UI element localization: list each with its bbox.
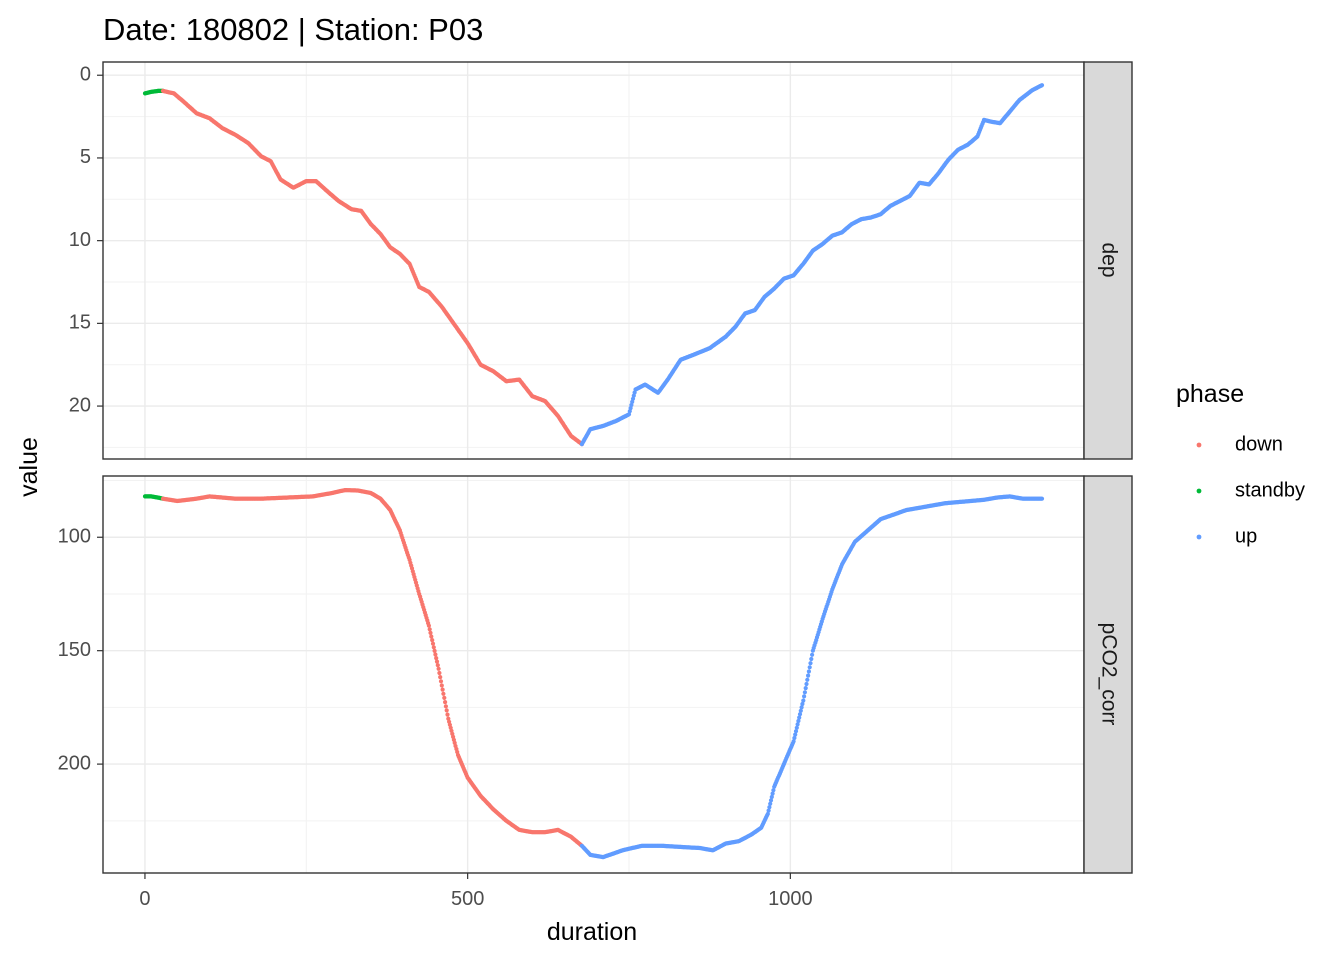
data-point-down [426,623,431,628]
x-axis-title: duration [547,918,637,946]
legend-key-down [1196,442,1202,448]
panel-background [103,62,1084,459]
data-point-up [793,729,799,734]
x-tick-label: 1000 [768,888,813,910]
data-point-down [435,663,440,668]
x-axis-ticks: 0 500 1000 [139,873,813,910]
grid-lines [103,62,1084,459]
data-point-up [799,705,804,710]
data-point-up [810,652,815,657]
data-point-down [442,695,447,701]
data-point-down [443,704,448,709]
y-tick-label: 200 [58,752,91,774]
legend-label-standby: standby [1235,479,1305,501]
data-point-up [795,722,800,727]
data-point-down [439,683,444,688]
data-point-down [443,700,448,705]
y-axis-ticks: 100 150 200 [58,526,103,774]
y-tick-label: 5 [80,146,91,168]
data-point-up [769,794,774,800]
data-point-down [429,634,434,639]
data-point-up [797,712,803,717]
y-tick-label: 0 [80,64,91,86]
facet-strip [1083,475,1133,874]
y-axis-ticks: 0 5 10 15 20 [69,64,103,416]
data-point-up [793,732,798,737]
data-point-up [800,701,805,707]
data-point-down [437,670,442,676]
data-point-up [765,811,770,817]
data-points [142,83,1045,447]
y-tick-label: 10 [69,229,91,251]
panel-pco2-corr: 100 150 200 pCO2_corr [58,475,1133,874]
data-point-up [1039,496,1045,501]
data-point-down [445,712,450,717]
data-point-down [444,708,449,713]
data-point-up [803,686,808,691]
grid-lines [103,476,1084,873]
data-points [142,488,1045,860]
data-point-down [433,652,438,657]
data-point-down [434,656,439,661]
data-point-up [767,805,772,810]
data-point-down [434,659,440,664]
y-tick-label: 15 [69,312,91,334]
panel-background [103,476,1084,873]
data-point-down [438,679,444,684]
y-tick-label: 20 [69,394,91,416]
data-point-up [771,788,776,793]
data-point-up [806,673,811,678]
facet-strip-label: dep [1097,242,1120,277]
data-point-up [791,739,796,744]
data-point-down [430,638,435,643]
legend-title: phase [1176,380,1244,408]
data-point-up [768,798,774,803]
legend-key-standby [1196,488,1202,494]
data-point-up [802,694,807,699]
data-point-down [430,641,436,646]
data-point-up [808,661,813,666]
data-point-down [428,630,433,636]
data-point-up [805,677,810,682]
legend: phase down standby up [1176,380,1305,547]
data-point-up [796,718,801,724]
data-point-up [804,681,809,687]
data-point-up [797,715,802,720]
data-point-up [806,669,812,674]
data-point-up [809,656,814,662]
y-tick-label: 100 [58,526,91,548]
data-point-up [798,708,803,713]
data-point-down [440,687,445,692]
facet-strip-label: pCO2_corr [1097,623,1120,726]
data-point-up [807,665,812,670]
legend-key-up [1196,534,1202,540]
x-tick-label: 0 [139,888,150,910]
y-tick-label: 150 [58,639,91,661]
data-point-up [768,801,773,806]
data-point-down [427,627,432,632]
data-point-up [802,690,808,695]
y-axis-title: value [15,437,43,497]
data-point-up [801,698,806,703]
data-point-up [770,791,775,796]
legend-label-up: up [1235,525,1257,547]
facet-strip [1083,61,1133,460]
data-point-down [441,691,446,696]
x-tick-label: 500 [451,888,484,910]
data-point-down [436,666,441,671]
data-point-down [438,675,443,680]
data-point-up [766,808,771,813]
data-point-down [431,645,436,650]
data-point-up [794,725,799,730]
data-point-down [432,648,437,654]
data-point-up [792,735,797,741]
data-point-up [1039,83,1045,88]
chart-title: Date: 180802 | Station: P03 [103,12,483,47]
legend-label-down: down [1235,433,1283,455]
panel-dep: 0 5 10 15 20 dep [69,61,1133,460]
